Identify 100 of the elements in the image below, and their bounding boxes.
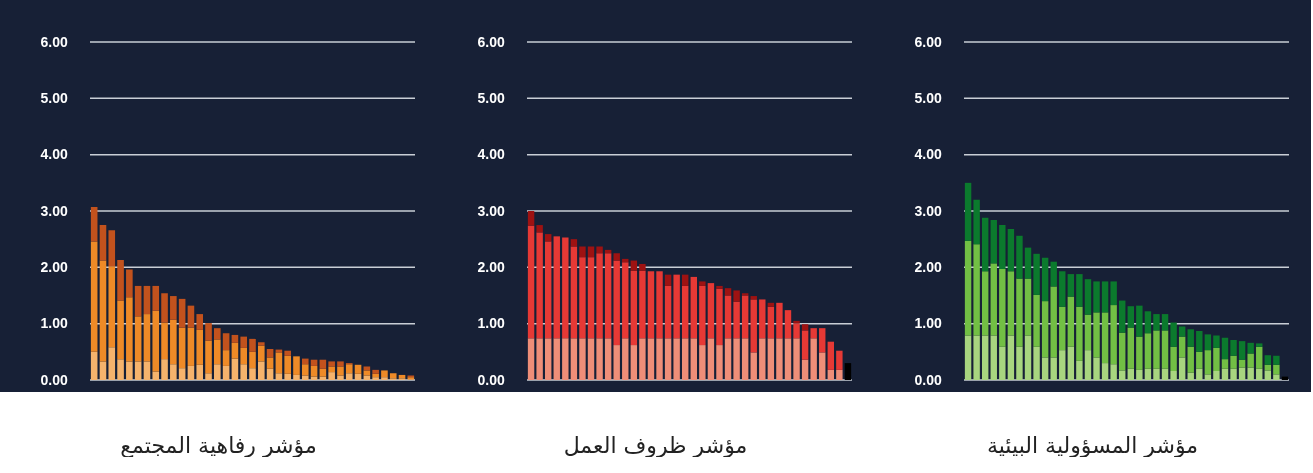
bar xyxy=(1144,333,1152,369)
bar xyxy=(793,323,800,339)
bar xyxy=(1273,374,1280,380)
bar xyxy=(1007,229,1015,272)
bar xyxy=(196,329,204,365)
bar xyxy=(249,351,256,369)
bar xyxy=(553,338,560,380)
bar xyxy=(1119,332,1126,371)
bar xyxy=(214,339,221,365)
bar xyxy=(258,361,265,380)
bar xyxy=(810,328,817,339)
bar xyxy=(284,355,291,374)
bar xyxy=(724,338,732,380)
bar xyxy=(973,199,980,245)
bar xyxy=(1084,314,1092,351)
bar xyxy=(536,225,543,233)
y-tick-label: 6.00 xyxy=(477,33,505,50)
bar xyxy=(1230,340,1237,356)
bar xyxy=(544,338,552,380)
bar xyxy=(1050,286,1057,358)
bar xyxy=(205,373,212,380)
bar xyxy=(664,285,672,339)
bar xyxy=(134,285,142,317)
bar xyxy=(1024,278,1032,336)
bar xyxy=(664,338,672,380)
bar xyxy=(1187,329,1194,347)
bar xyxy=(90,351,98,380)
bar xyxy=(187,365,195,380)
y-tick-label: 4.00 xyxy=(40,146,68,163)
bar xyxy=(570,338,578,380)
bar xyxy=(759,338,766,380)
bar xyxy=(1084,279,1092,315)
bar xyxy=(1178,357,1186,380)
bar xyxy=(630,260,638,271)
bar xyxy=(1067,274,1075,297)
bar xyxy=(301,358,309,365)
bar xyxy=(301,364,309,376)
bar xyxy=(310,365,318,377)
bar xyxy=(656,271,663,339)
bar xyxy=(161,359,168,380)
bar xyxy=(819,352,826,380)
y-tick-label: 6.00 xyxy=(914,33,942,50)
bar xyxy=(187,327,195,366)
bar xyxy=(1264,370,1272,380)
bar xyxy=(1256,343,1263,347)
bar xyxy=(1161,368,1169,380)
bar xyxy=(90,241,98,352)
bar xyxy=(178,298,186,328)
bar xyxy=(319,368,327,377)
bar xyxy=(579,257,586,339)
bar xyxy=(699,345,706,380)
bar xyxy=(999,346,1006,380)
bar xyxy=(301,375,309,380)
bar xyxy=(284,373,291,380)
bar xyxy=(827,341,835,370)
bar xyxy=(801,324,809,331)
bar xyxy=(536,338,543,380)
bar xyxy=(999,269,1006,347)
bar xyxy=(1059,271,1066,307)
bar xyxy=(981,271,989,336)
bar xyxy=(205,323,212,341)
bar xyxy=(161,293,168,323)
bar xyxy=(249,368,256,380)
bar xyxy=(1238,367,1246,380)
bar xyxy=(117,260,124,301)
bar xyxy=(1041,301,1049,358)
bar xyxy=(981,217,989,272)
bar xyxy=(222,365,230,380)
bar xyxy=(1127,306,1134,328)
bar xyxy=(630,345,638,380)
bar xyxy=(258,345,265,362)
bar xyxy=(596,246,603,254)
bar xyxy=(1136,336,1143,370)
bar xyxy=(345,364,353,374)
bar xyxy=(570,246,578,339)
bar xyxy=(827,369,835,380)
bar xyxy=(1213,347,1220,371)
bar xyxy=(1273,355,1280,365)
bar xyxy=(587,338,595,380)
bar xyxy=(1119,370,1126,380)
bar xyxy=(596,253,603,339)
y-tick-label: 2.00 xyxy=(914,258,942,275)
bar xyxy=(1059,350,1066,380)
bar xyxy=(143,361,151,380)
bar xyxy=(337,375,344,380)
bar xyxy=(363,375,371,380)
bar xyxy=(819,328,826,353)
bar xyxy=(1170,346,1177,371)
bar xyxy=(527,211,535,226)
bar xyxy=(1101,281,1109,313)
bar xyxy=(328,361,335,367)
bar xyxy=(205,340,212,374)
bar xyxy=(724,288,732,296)
bar xyxy=(1264,355,1272,365)
bar xyxy=(990,220,997,264)
bar xyxy=(647,271,655,339)
bar xyxy=(579,338,586,380)
bar xyxy=(741,295,749,339)
bar xyxy=(707,283,715,339)
y-tick-label: 0.00 xyxy=(914,371,942,388)
